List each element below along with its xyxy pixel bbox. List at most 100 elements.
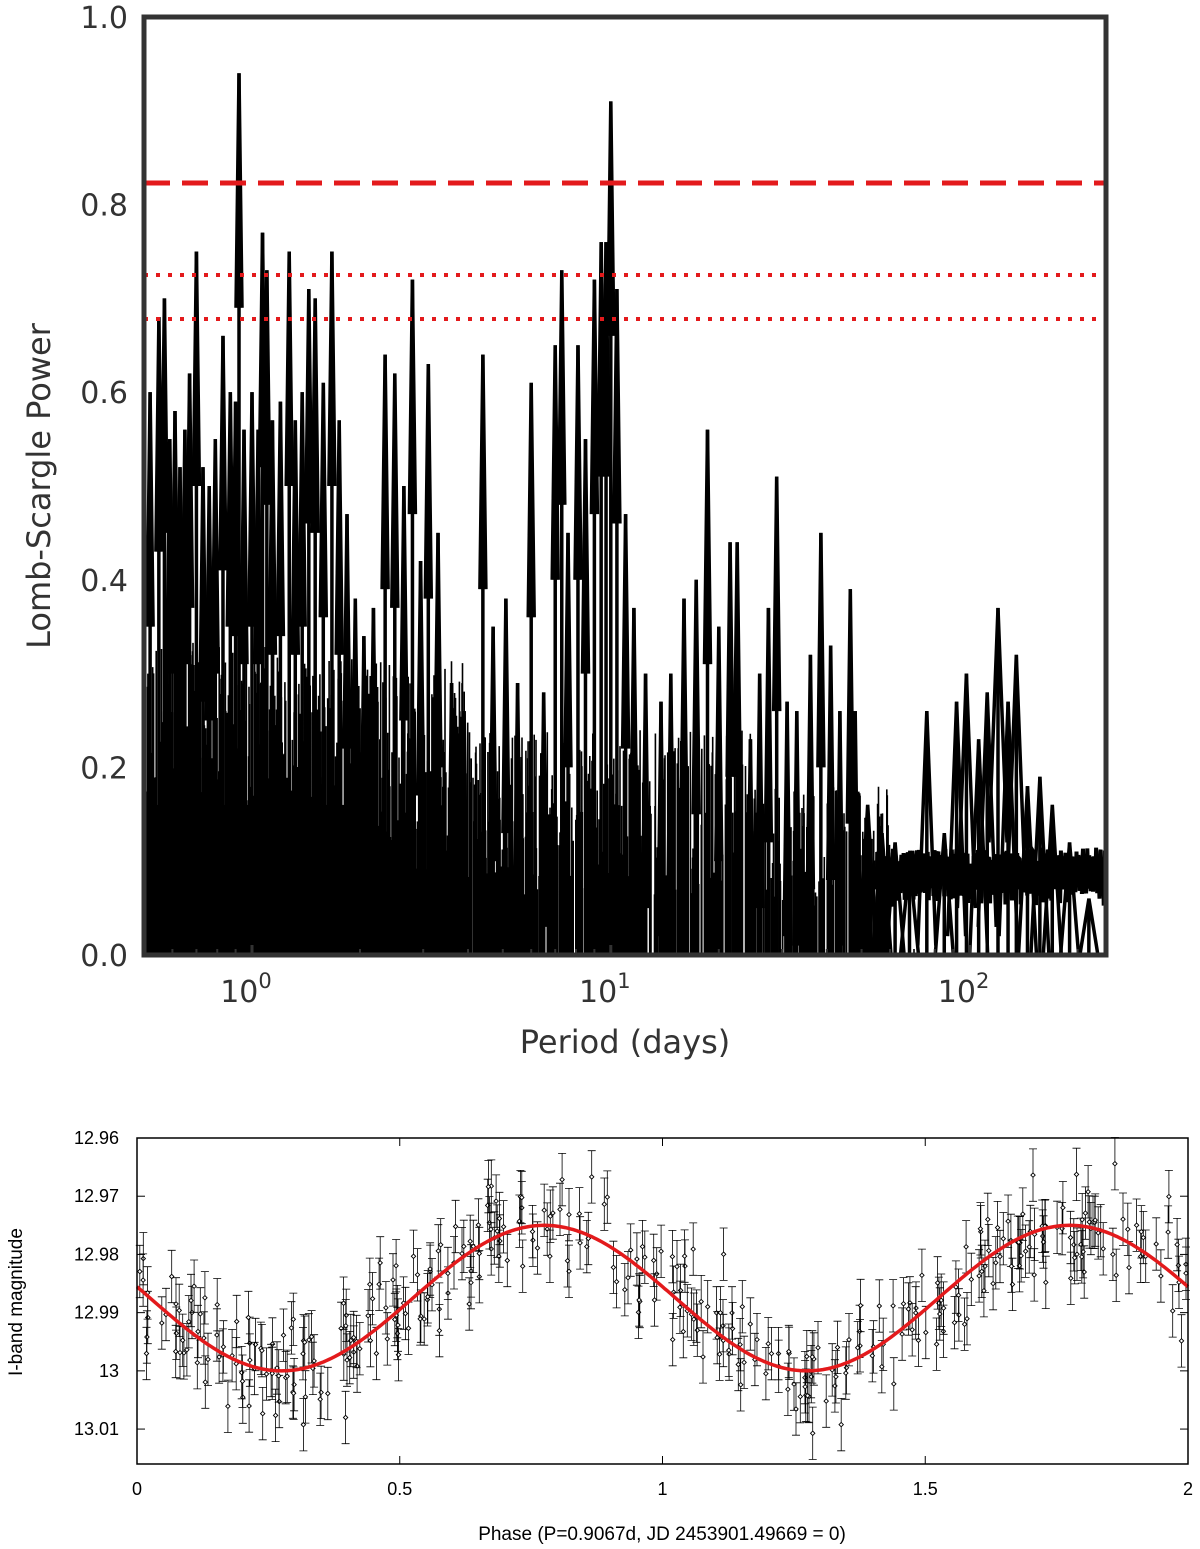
lightcurve-point: [856, 1278, 865, 1333]
lightcurve-point: [251, 1317, 260, 1372]
lightcurve-point: [215, 1330, 224, 1384]
periodogram-y-ticks: 0.0 0.2 0.4 0.6 0.8 1.0: [80, 1, 128, 974]
lightcurve-point: [244, 1290, 253, 1344]
periodogram-peak-7: [184, 373, 195, 608]
lightcurve-point: [443, 1246, 452, 1300]
false-alarm-lines: [144, 180, 1106, 322]
lightcurve-point: [675, 1280, 684, 1334]
lightcurve-point: [935, 1287, 944, 1341]
periodogram-peak-18: [253, 429, 263, 665]
lightcurve-point: [1070, 1231, 1079, 1285]
lightcurve-point: [921, 1305, 930, 1360]
lightcurve-point: [323, 1366, 332, 1421]
lightcurve-y-tick-label: 13.01: [74, 1419, 119, 1439]
lightcurve-point: [401, 1286, 410, 1341]
lightcurve-point: [364, 1289, 373, 1343]
lightcurve-point: [517, 1170, 526, 1225]
lightcurve-point: [889, 1357, 898, 1411]
lightcurve-point: [1030, 1248, 1039, 1302]
lightcurve-point: [1119, 1192, 1127, 1246]
periodogram-peak-34: [368, 607, 379, 843]
lightcurve-point: [451, 1199, 460, 1254]
lightcurve-y-ticks: 12.96 12.97 12.98 12.99 13 13.01: [74, 1128, 1188, 1439]
lightcurve-point: [1112, 1248, 1121, 1302]
lightcurve-point: [187, 1273, 195, 1328]
periodogram-y-tick-label: 0.6: [80, 376, 128, 411]
periodogram-peak-31: [342, 514, 352, 749]
lightcurve-point: [341, 1299, 350, 1353]
lightcurve-point: [283, 1349, 292, 1403]
lightcurve-point: [1025, 1220, 1034, 1274]
lightcurve-point: [212, 1308, 221, 1362]
lightcurve-point: [1177, 1314, 1186, 1368]
lightcurve-point: [937, 1273, 946, 1327]
lightcurve-y-label: I-band magnitude: [6, 1228, 27, 1376]
periodogram-peak-60: [620, 514, 631, 749]
lightcurve-point: [486, 1202, 495, 1256]
lightcurve-point: [632, 1232, 641, 1286]
lightcurve-point: [1029, 1148, 1037, 1202]
lightcurve-point: [841, 1346, 850, 1400]
periodogram-peak-48: [526, 382, 536, 618]
lightcurve-point: [1091, 1193, 1100, 1247]
lightcurve-point: [638, 1220, 647, 1274]
lightcurve-point: [984, 1224, 993, 1278]
lightcurve-point: [1017, 1229, 1026, 1283]
lightcurve-point: [1021, 1224, 1030, 1278]
lightcurve-x-tick-label: 1: [657, 1479, 667, 1499]
lightcurve-point: [908, 1303, 917, 1357]
lightcurve-point: [274, 1349, 283, 1403]
periodogram-peak-82: [850, 711, 860, 946]
lightcurve-point: [1015, 1239, 1024, 1293]
periodogram-peak-67: [702, 429, 713, 665]
lightcurve-point: [190, 1259, 199, 1313]
lightcurve-point: [1080, 1245, 1089, 1299]
lightcurve-point: [237, 1346, 246, 1400]
lightcurve-point: [533, 1221, 542, 1275]
lightcurve-point: [423, 1270, 432, 1324]
lightcurve-point: [558, 1153, 567, 1207]
lightcurve-point: [375, 1257, 384, 1311]
lightcurve-point: [435, 1304, 444, 1358]
periodogram-peak-83: [856, 804, 879, 956]
lightcurve-point: [983, 1192, 992, 1246]
lightcurve-point: [503, 1233, 512, 1288]
periodogram-peak-59: [612, 288, 622, 524]
lightcurve-point: [394, 1328, 403, 1382]
lightcurve-point: [193, 1336, 202, 1390]
lightcurve-point: [546, 1189, 555, 1243]
lightcurve-point: [310, 1334, 319, 1388]
lightcurve-point: [200, 1271, 209, 1325]
periodogram-peak-77: [805, 654, 816, 890]
lightcurve-point: [175, 1283, 184, 1337]
lightcurve-point: [565, 1244, 573, 1298]
lightcurve-x-tick-label: 0.5: [387, 1479, 412, 1499]
lightcurve-point: [142, 1326, 151, 1381]
periodogram-y-tick-label: 0.8: [80, 189, 128, 224]
lightcurve-point: [271, 1388, 280, 1442]
lightcurve-point: [837, 1398, 846, 1452]
lightcurve-x-tick-label: 1.5: [913, 1479, 938, 1499]
lightcurve-point: [693, 1303, 702, 1357]
lightcurve-point: [736, 1318, 745, 1372]
periodogram-peak-39: [415, 560, 426, 796]
lightcurve-point: [1041, 1255, 1050, 1309]
lightcurve-point: [934, 1276, 943, 1330]
lightcurve-point: [368, 1272, 377, 1326]
lightcurve-point: [877, 1340, 886, 1394]
lightcurve-point: [680, 1229, 689, 1283]
lightcurve-point: [620, 1263, 629, 1317]
lightcurve-point: [381, 1281, 390, 1335]
periodogram-x-ticks: 100 101 102: [143, 945, 1079, 1010]
lightcurve-point: [466, 1214, 475, 1268]
lightcurve-point: [740, 1335, 749, 1389]
periodogram-peak-21: [267, 420, 278, 655]
lightcurve-x-tick-label: 0: [132, 1479, 142, 1499]
periodogram-x-label: Period (days): [520, 1023, 730, 1061]
lightcurve-point: [178, 1313, 187, 1367]
periodogram-peak-61: [629, 607, 639, 843]
periodogram-x-tick-label: 102: [938, 969, 990, 1010]
lightcurve-point: [475, 1226, 484, 1281]
lightcurve-point: [228, 1329, 237, 1383]
periodogram-y-tick-label: 1.0: [80, 1, 128, 36]
